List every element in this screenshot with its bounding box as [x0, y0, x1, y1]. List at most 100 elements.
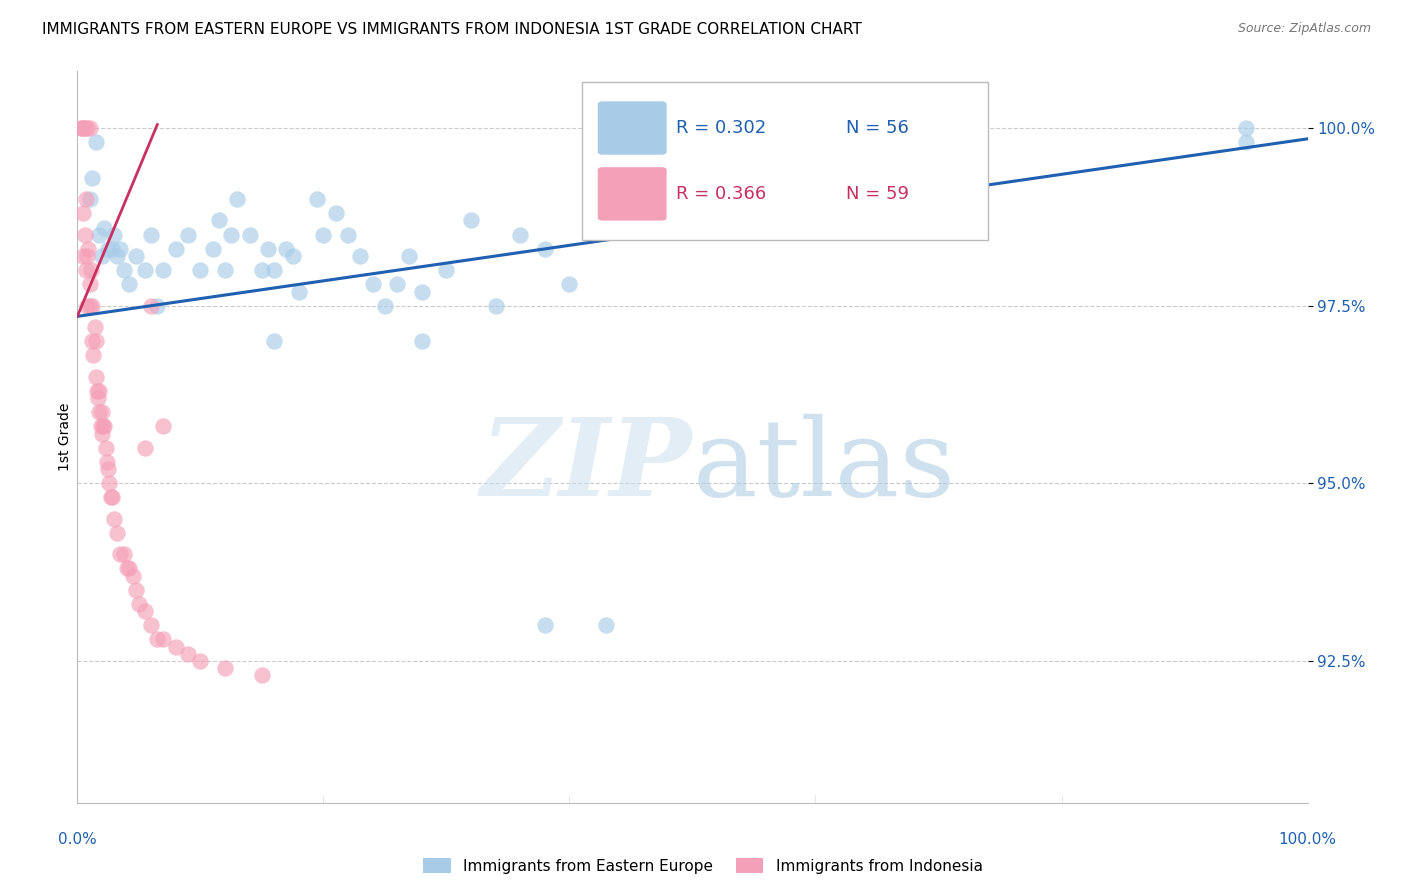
Point [152, 263, 174, 277]
Point [165, 640, 187, 654]
Point [312, 227, 335, 242]
Text: ZIP: ZIP [481, 413, 693, 519]
Point [98, 476, 121, 491]
Point [76, 299, 98, 313]
Point [79, 121, 101, 136]
Point [80, 263, 103, 277]
Point [86, 384, 108, 398]
Point [188, 654, 212, 668]
Point [146, 632, 169, 647]
Point [101, 491, 124, 505]
Point [141, 618, 163, 632]
Point [76, 249, 98, 263]
Point [263, 263, 285, 277]
Point [97, 462, 120, 476]
Point [82, 299, 104, 313]
Point [105, 249, 128, 263]
Point [134, 604, 156, 618]
Point [82, 348, 104, 362]
Point [76, 121, 98, 136]
Point [90, 405, 114, 419]
Point [87, 391, 110, 405]
Text: R = 0.366: R = 0.366 [676, 185, 766, 202]
Point [93, 220, 115, 235]
Point [188, 263, 212, 277]
Point [337, 227, 360, 242]
Point [72, 121, 94, 136]
Point [73, 227, 96, 242]
Point [84, 369, 107, 384]
Point [112, 263, 135, 277]
Point [436, 263, 458, 277]
Point [208, 213, 231, 227]
Point [118, 277, 141, 292]
Point [177, 647, 200, 661]
Point [361, 277, 384, 292]
Text: N = 59: N = 59 [846, 185, 910, 202]
Legend: Immigrants from Eastern Europe, Immigrants from Indonesia: Immigrants from Eastern Europe, Immigran… [418, 852, 988, 880]
Point [534, 618, 557, 632]
Point [93, 419, 115, 434]
Point [141, 299, 163, 313]
Text: 100.0%: 100.0% [1278, 832, 1337, 847]
Point [70, 121, 93, 136]
Point [84, 334, 107, 349]
Point [103, 512, 125, 526]
Point [82, 334, 104, 349]
Point [91, 419, 114, 434]
Point [214, 661, 236, 675]
Point [307, 192, 329, 206]
Point [82, 170, 104, 185]
Point [90, 426, 114, 441]
FancyBboxPatch shape [598, 102, 666, 154]
Point [118, 561, 141, 575]
Point [257, 242, 280, 256]
Text: N = 56: N = 56 [846, 119, 910, 136]
Point [79, 192, 101, 206]
Point [263, 334, 285, 349]
Point [509, 227, 531, 242]
Point [558, 277, 581, 292]
Point [90, 419, 112, 434]
Point [103, 227, 125, 242]
Point [250, 668, 273, 682]
Point [134, 441, 156, 455]
Point [77, 242, 100, 256]
Point [110, 242, 132, 256]
Point [276, 242, 298, 256]
Point [219, 227, 242, 242]
Point [134, 263, 156, 277]
Point [94, 441, 117, 455]
Y-axis label: 1st Grade: 1st Grade [58, 403, 72, 471]
Point [239, 227, 262, 242]
Point [101, 242, 124, 256]
Point [325, 206, 347, 220]
Point [105, 525, 128, 540]
Point [177, 227, 200, 242]
Point [75, 192, 97, 206]
Text: atlas: atlas [693, 414, 956, 519]
Point [485, 299, 508, 313]
Point [100, 491, 122, 505]
Point [349, 249, 371, 263]
Point [411, 334, 433, 349]
Point [411, 285, 433, 299]
Text: IMMIGRANTS FROM EASTERN EUROPE VS IMMIGRANTS FROM INDONESIA 1ST GRADE CORRELATIO: IMMIGRANTS FROM EASTERN EUROPE VS IMMIGR… [42, 22, 862, 37]
FancyBboxPatch shape [582, 82, 988, 240]
Point [152, 632, 174, 647]
Point [398, 249, 420, 263]
Point [165, 242, 187, 256]
FancyBboxPatch shape [598, 167, 666, 220]
Point [595, 618, 617, 632]
Point [84, 136, 107, 150]
Point [281, 249, 304, 263]
Point [288, 285, 311, 299]
Point [72, 249, 94, 263]
Point [1234, 136, 1257, 150]
Text: R = 0.302: R = 0.302 [676, 119, 766, 136]
Point [70, 121, 93, 136]
Point [79, 299, 101, 313]
Point [152, 419, 174, 434]
Text: Source: ZipAtlas.com: Source: ZipAtlas.com [1237, 22, 1371, 36]
Point [595, 206, 617, 220]
